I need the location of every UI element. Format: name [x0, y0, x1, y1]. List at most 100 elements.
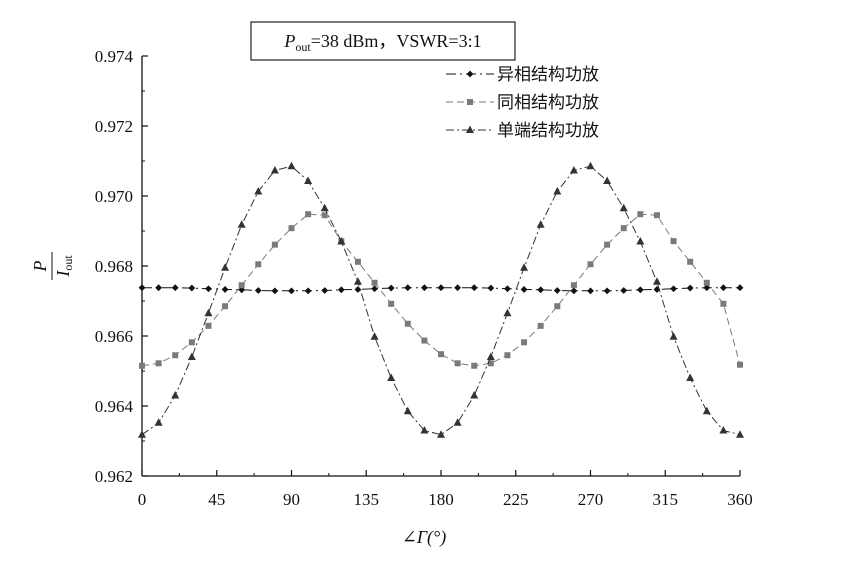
data-point: [466, 70, 474, 78]
y-tick-label: 0.966: [95, 327, 133, 346]
data-point: [155, 284, 163, 292]
y-axis-title: P Iout: [30, 252, 75, 280]
data-point: [188, 339, 195, 346]
data-point: [504, 352, 511, 359]
data-point: [736, 284, 744, 292]
y-tick-label: 0.974: [95, 47, 134, 66]
data-point: [171, 284, 179, 292]
data-point: [437, 284, 445, 292]
data-point: [321, 212, 328, 219]
data-point: [520, 263, 529, 271]
data-point: [139, 362, 145, 369]
data-point: [287, 161, 296, 170]
data-point: [737, 361, 743, 368]
data-point: [337, 286, 345, 294]
data-point: [320, 203, 329, 212]
data-point: [321, 287, 329, 294]
data-point: [537, 322, 544, 329]
data-point: [254, 287, 262, 294]
data-point: [487, 284, 495, 292]
legend-item: 单端结构功放: [446, 121, 599, 141]
data-point: [155, 360, 162, 367]
data-point: [620, 287, 628, 294]
data-point: [420, 426, 429, 434]
data-point: [337, 237, 346, 245]
data-point: [686, 284, 694, 292]
data-point: [387, 373, 396, 381]
data-point: [586, 161, 595, 170]
y-axis-title-denominator: Iout: [53, 255, 75, 278]
data-point: [421, 337, 428, 344]
y-tick-label: 0.972: [95, 117, 133, 136]
data-point: [587, 287, 594, 295]
data-point: [686, 373, 695, 381]
annotation-text: Pout=38 dBm，VSWR=3:1: [283, 31, 481, 54]
data-point: [736, 430, 744, 438]
data-point: [255, 261, 262, 268]
y-tick-label: 0.968: [95, 257, 133, 276]
data-point: [636, 286, 644, 294]
legend-label: 单端结构功放: [497, 121, 599, 141]
data-point: [454, 360, 461, 367]
series-line: [141, 165, 741, 436]
data-point: [138, 430, 146, 438]
x-tick-label: 360: [727, 490, 753, 509]
data-point: [270, 165, 279, 174]
y-tick-label: 0.970: [95, 187, 133, 206]
x-tick-label: 0: [138, 490, 147, 509]
data-point: [619, 203, 628, 212]
data-point: [404, 320, 411, 327]
data-point: [503, 308, 512, 317]
data-point: [371, 285, 378, 293]
legend-label: 异相结构功放: [497, 65, 599, 85]
data-point: [387, 284, 395, 292]
data-point: [172, 352, 179, 359]
data-point: [254, 186, 263, 195]
data-point: [271, 287, 279, 295]
data-point: [438, 351, 444, 358]
data-point: [536, 220, 545, 228]
data-point: [171, 391, 180, 399]
data-point: [487, 360, 494, 367]
data-point: [138, 284, 146, 292]
series-3: [138, 161, 744, 438]
data-point: [370, 332, 379, 340]
x-tick-label: 270: [578, 490, 604, 509]
x-tick-label: 135: [354, 490, 380, 509]
data-point: [371, 279, 378, 286]
data-point: [520, 286, 528, 293]
data-point: [470, 284, 478, 292]
data-point: [304, 176, 313, 184]
data-point: [403, 406, 412, 415]
data-point: [187, 352, 196, 360]
series-2: [139, 211, 743, 369]
data-point: [653, 212, 660, 219]
y-axis-title-numerator: P: [30, 261, 50, 273]
data-point: [670, 285, 677, 293]
x-tick-label: 45: [208, 490, 225, 509]
data-point: [687, 258, 694, 265]
data-point: [304, 287, 312, 295]
data-point: [354, 286, 362, 293]
data-point: [702, 406, 711, 415]
data-point: [205, 322, 212, 329]
data-point: [636, 237, 645, 245]
data-point: [703, 284, 711, 292]
data-point: [288, 287, 295, 295]
data-point: [569, 165, 578, 174]
data-point: [587, 261, 594, 268]
data-point: [271, 241, 278, 248]
data-point: [720, 300, 727, 307]
data-point: [221, 286, 229, 293]
data-point: [670, 238, 677, 245]
data-point: [237, 220, 246, 228]
data-point: [703, 279, 710, 286]
x-tick-label: 90: [283, 490, 300, 509]
data-point: [467, 99, 473, 105]
data-point: [553, 186, 562, 195]
data-point: [222, 303, 229, 310]
data-point: [554, 303, 561, 310]
data-point: [288, 225, 295, 232]
